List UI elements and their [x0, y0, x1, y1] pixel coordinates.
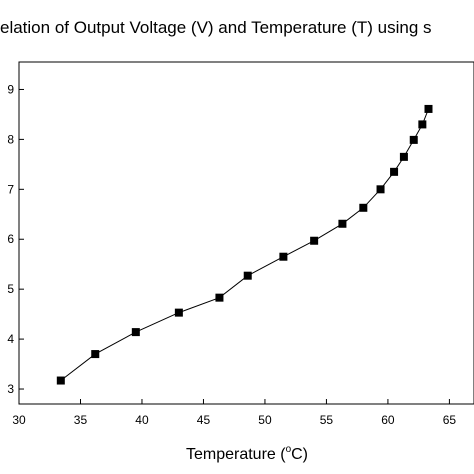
- x-tick-label: 35: [74, 413, 88, 427]
- data-point: [279, 252, 288, 261]
- data-series: [56, 104, 433, 385]
- plot-frame: [18, 61, 474, 405]
- data-point: [215, 293, 224, 302]
- x-tick-label: 65: [443, 413, 457, 427]
- x-axis-label-text: Temperature (: [186, 446, 286, 463]
- x-axis-label-unit: C): [291, 446, 308, 463]
- x-tick-label: 45: [197, 413, 211, 427]
- data-point: [390, 167, 399, 176]
- x-axis-ticks: 30 35 40 45 50 55 60 65: [12, 399, 456, 427]
- x-tick-label: 60: [381, 413, 395, 427]
- data-point: [424, 104, 433, 113]
- data-point: [359, 203, 368, 212]
- x-axis-label-degree: o: [286, 444, 292, 455]
- data-point: [310, 236, 319, 245]
- chart-title: elation of Output Voltage (V) and Temper…: [0, 18, 432, 37]
- y-axis-ticks: 3 4 5 6 7 8 9: [7, 82, 24, 396]
- x-axis-label: Temperature (oC): [186, 444, 308, 463]
- y-tick-label: 6: [7, 232, 14, 246]
- y-tick-label: 8: [7, 132, 14, 146]
- y-tick-label: 9: [7, 82, 14, 96]
- y-tick-label: 4: [7, 332, 14, 346]
- data-point: [243, 271, 252, 280]
- data-point: [409, 135, 418, 144]
- data-point: [338, 219, 347, 228]
- series-line: [60, 108, 429, 381]
- data-point: [174, 308, 183, 317]
- y-tick-label: 3: [7, 382, 14, 396]
- x-tick-label: 55: [320, 413, 334, 427]
- data-point: [131, 328, 140, 337]
- y-tick-label: 7: [7, 182, 14, 196]
- x-tick-label: 30: [12, 413, 26, 427]
- y-tick-label: 5: [7, 282, 14, 296]
- x-tick-label: 50: [258, 413, 272, 427]
- data-point: [56, 376, 65, 385]
- data-point: [376, 185, 385, 194]
- data-point: [399, 152, 408, 161]
- data-point: [418, 120, 427, 129]
- data-point: [91, 350, 100, 359]
- x-tick-label: 40: [135, 413, 149, 427]
